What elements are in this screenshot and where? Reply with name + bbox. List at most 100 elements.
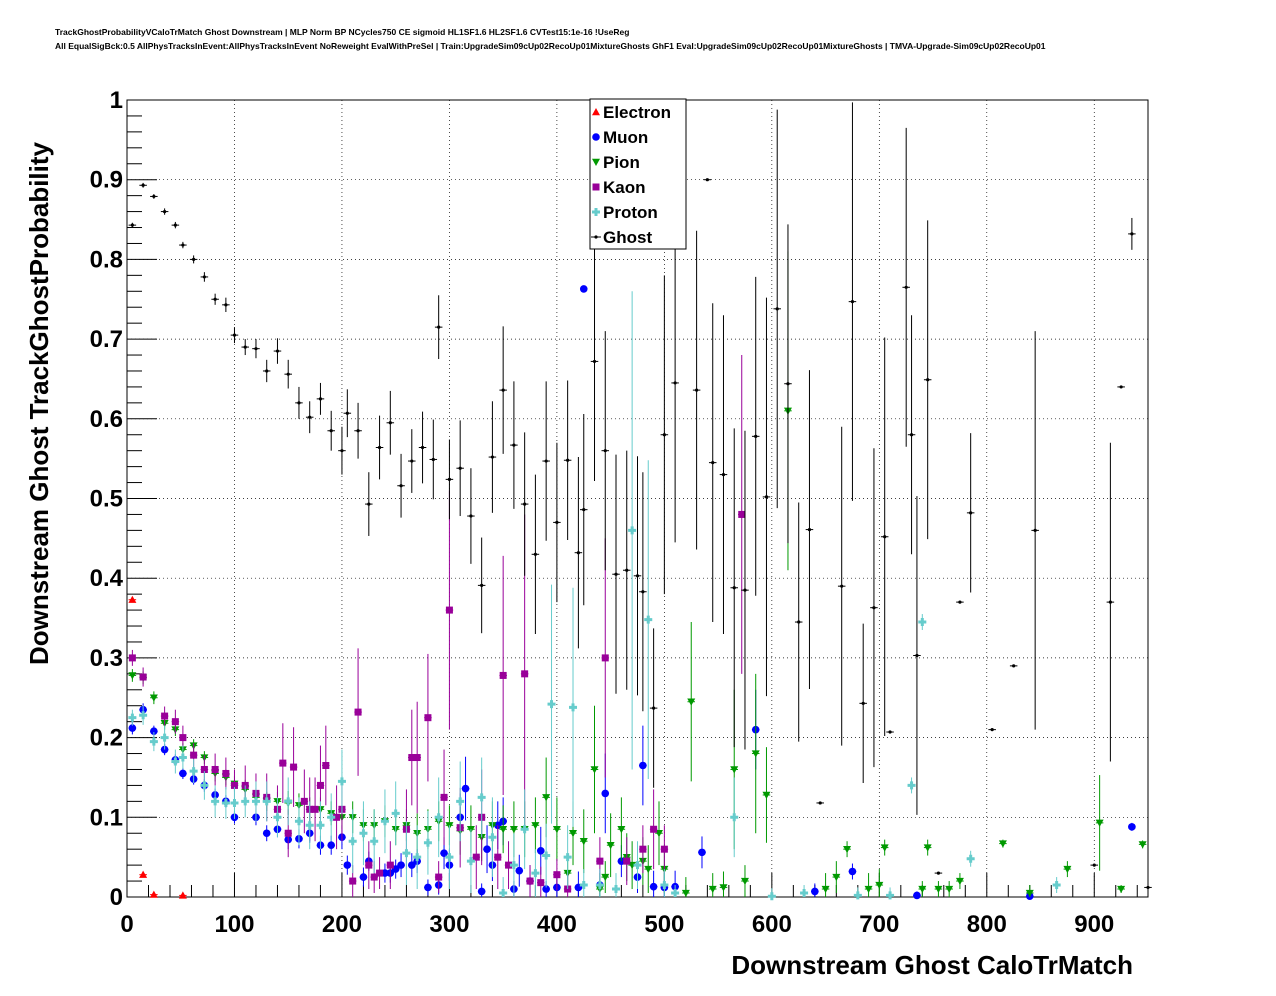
legend-marker-pion — [592, 158, 600, 166]
data-point — [356, 429, 360, 433]
data-point — [553, 871, 561, 879]
x-tick-label: 900 — [1074, 911, 1114, 938]
data-point — [265, 369, 269, 373]
data-point — [719, 884, 728, 892]
data-point — [807, 527, 812, 532]
data-point — [149, 890, 158, 898]
data-point — [880, 844, 889, 852]
data-point — [915, 653, 919, 658]
data-point — [322, 761, 330, 769]
data-point — [671, 889, 680, 898]
legend-label-pion: Pion — [603, 153, 640, 172]
data-point — [141, 183, 145, 187]
data-point — [397, 861, 405, 869]
data-point — [509, 861, 518, 870]
data-point — [730, 766, 739, 774]
data-point — [221, 798, 230, 807]
x-tick-label: 300 — [429, 911, 469, 938]
data-point — [695, 388, 699, 392]
data-point — [150, 727, 158, 736]
data-point — [1033, 528, 1037, 532]
x-tick-label: 700 — [859, 911, 899, 938]
chart-title-line-1: TrackGhostProbabilityVCaloTrMatch Ghost … — [55, 27, 630, 37]
data-point — [579, 881, 588, 890]
data-point — [818, 801, 822, 805]
data-point — [520, 825, 529, 834]
x-tick-label: 400 — [537, 911, 577, 938]
data-point — [437, 325, 441, 329]
data-point — [386, 861, 394, 869]
data-point — [579, 838, 588, 846]
legend-box — [589, 98, 687, 250]
legend-marker-muon — [592, 133, 600, 141]
data-point — [918, 885, 927, 894]
data-point — [447, 477, 452, 481]
data-point — [311, 805, 319, 813]
data-point — [359, 829, 368, 838]
data-point — [840, 584, 844, 588]
data-point — [349, 877, 357, 885]
data-point — [542, 851, 551, 860]
data-point — [1095, 819, 1104, 827]
data-point — [345, 411, 349, 415]
y-axis-title: Downstream Ghost TrackGhostProbability — [24, 141, 54, 665]
series-electron — [128, 595, 187, 899]
data-point — [224, 303, 228, 307]
data-point — [555, 520, 559, 525]
y-tick-label: 0.3 — [90, 645, 123, 672]
data-point — [526, 877, 534, 885]
data-point — [644, 615, 653, 624]
data-point — [149, 737, 158, 746]
data-point — [128, 595, 137, 603]
data-point — [909, 433, 914, 437]
data-point — [811, 887, 819, 896]
data-point — [377, 445, 382, 450]
data-point — [408, 754, 416, 762]
legend-label-kaon: Kaon — [603, 178, 646, 197]
data-point — [596, 857, 604, 865]
data-point — [934, 885, 943, 894]
data-point — [926, 378, 930, 382]
data-point — [499, 826, 508, 834]
y-tick-label: 0.2 — [90, 725, 123, 752]
data-point — [536, 846, 545, 855]
data-point — [601, 654, 609, 662]
data-point — [533, 552, 538, 556]
data-point — [262, 797, 271, 806]
data-point — [552, 826, 561, 834]
legend-label-electron: Electron — [603, 103, 671, 122]
data-point — [660, 845, 668, 853]
data-point — [797, 620, 801, 624]
data-point — [139, 711, 148, 720]
data-point — [456, 797, 465, 806]
data-point — [179, 734, 187, 742]
series-ghost — [128, 102, 1152, 890]
data-point — [1146, 885, 1150, 890]
ticks-layer: 0 100 200 300 400 500 600 700 800 900 0 0.1 0.2 0.3 0.… — [90, 87, 1138, 938]
data-point — [969, 511, 973, 515]
data-point — [300, 797, 308, 805]
data-point — [1092, 863, 1096, 867]
data-points-layer — [128, 102, 1152, 901]
data-point — [936, 871, 941, 875]
data-point — [329, 429, 333, 433]
data-point — [515, 866, 524, 875]
data-point — [424, 883, 432, 892]
data-point — [614, 572, 618, 576]
data-point — [365, 861, 373, 869]
y-tick-label: 0.9 — [90, 167, 123, 194]
data-point — [1063, 865, 1072, 874]
data-point — [343, 861, 352, 869]
data-point — [595, 881, 604, 890]
data-point — [290, 763, 298, 771]
x-tick-label: 600 — [752, 911, 792, 938]
data-point — [531, 869, 540, 878]
data-point — [445, 853, 454, 862]
data-point — [1012, 664, 1016, 668]
data-point — [544, 459, 548, 463]
data-point — [424, 714, 432, 722]
legend-marker-electron — [592, 108, 600, 116]
data-point — [434, 813, 443, 822]
data-point — [743, 588, 747, 592]
